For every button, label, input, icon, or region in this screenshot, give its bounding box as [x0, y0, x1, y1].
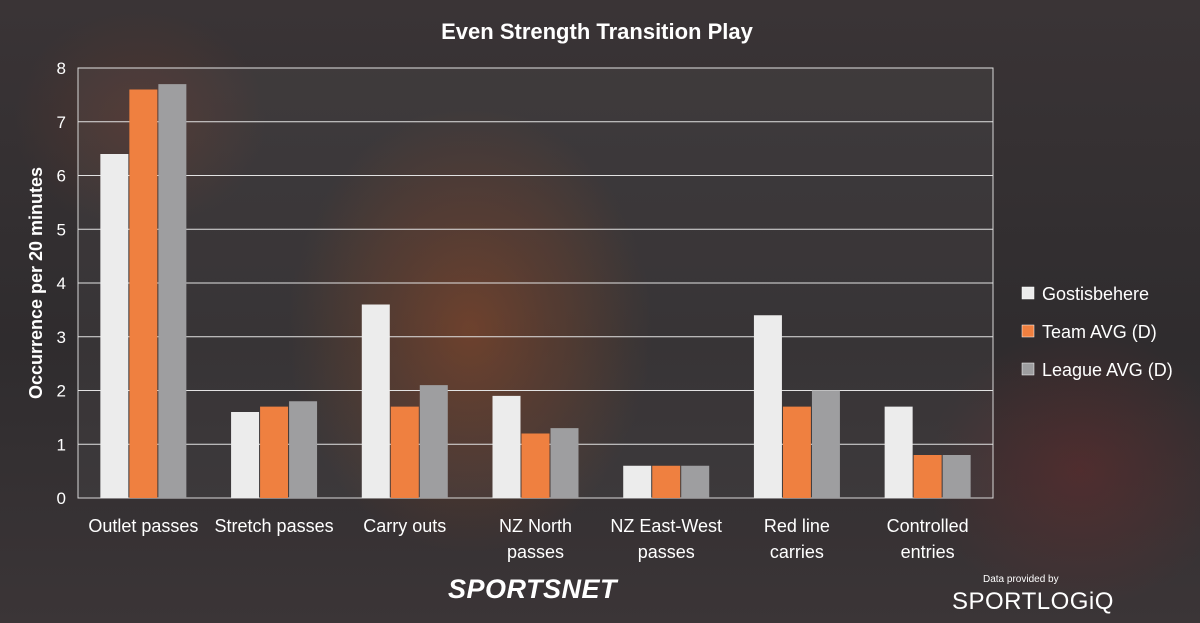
y-tick-label: 6: [57, 167, 66, 186]
x-tick-label: Controlled: [887, 516, 969, 536]
legend-label: Gostisbehere: [1042, 284, 1149, 304]
legend-label: League AVG (D): [1042, 360, 1173, 380]
y-tick-label: 3: [57, 328, 66, 347]
y-tick-label: 4: [57, 274, 66, 293]
sportsnet-logo-suffix: NET: [561, 574, 618, 604]
bar: [811, 390, 840, 498]
bar: [753, 315, 782, 498]
x-tick-label: entries: [901, 542, 955, 562]
x-tick-label: passes: [507, 542, 564, 562]
legend-swatch: [1021, 286, 1035, 300]
bar: [390, 406, 419, 498]
sportsnet-logo: SPORTSNET: [448, 574, 617, 605]
bar: [289, 401, 318, 498]
bar: [129, 89, 158, 498]
sportsnet-logo-prefix: SPORTS: [448, 574, 562, 604]
bar: [942, 455, 971, 498]
x-tick-label: NZ East-West: [610, 516, 722, 536]
bar: [100, 154, 129, 498]
x-tick-label: Red line: [764, 516, 830, 536]
legend-swatch: [1021, 324, 1035, 338]
bar: [419, 385, 448, 498]
x-tick-label: Stretch passes: [215, 516, 334, 536]
x-tick-label: Outlet passes: [88, 516, 198, 536]
bar: [623, 465, 652, 498]
y-tick-label: 5: [57, 220, 66, 239]
bar: [492, 395, 521, 498]
x-tick-label: NZ North: [499, 516, 572, 536]
bar: [884, 406, 913, 498]
sportlogiq-logo: SPORTLOGiQ: [952, 588, 1114, 615]
y-tick-label: 7: [57, 113, 66, 132]
bar: [652, 465, 681, 498]
data-credit: Data provided by: [983, 574, 1059, 585]
bar: [913, 455, 942, 498]
bar: [361, 304, 390, 498]
legend-swatch: [1021, 362, 1035, 376]
x-tick-label: passes: [638, 542, 695, 562]
bar: [260, 406, 289, 498]
y-axis-label: Occurrence per 20 minutes: [26, 167, 46, 399]
bar: [231, 412, 260, 498]
bar: [681, 465, 710, 498]
y-tick-label: 0: [57, 489, 66, 508]
x-tick-label: Carry outs: [363, 516, 446, 536]
y-tick-label: 2: [57, 382, 66, 401]
x-tick-label: carries: [770, 542, 824, 562]
bar: [550, 428, 579, 498]
legend-label: Team AVG (D): [1042, 322, 1157, 342]
bar: [158, 84, 187, 498]
bar: [782, 406, 811, 498]
bar: [521, 433, 550, 498]
y-tick-label: 1: [57, 435, 66, 454]
chart-title: Even Strength Transition Play: [441, 19, 754, 44]
y-tick-label: 8: [57, 59, 66, 78]
